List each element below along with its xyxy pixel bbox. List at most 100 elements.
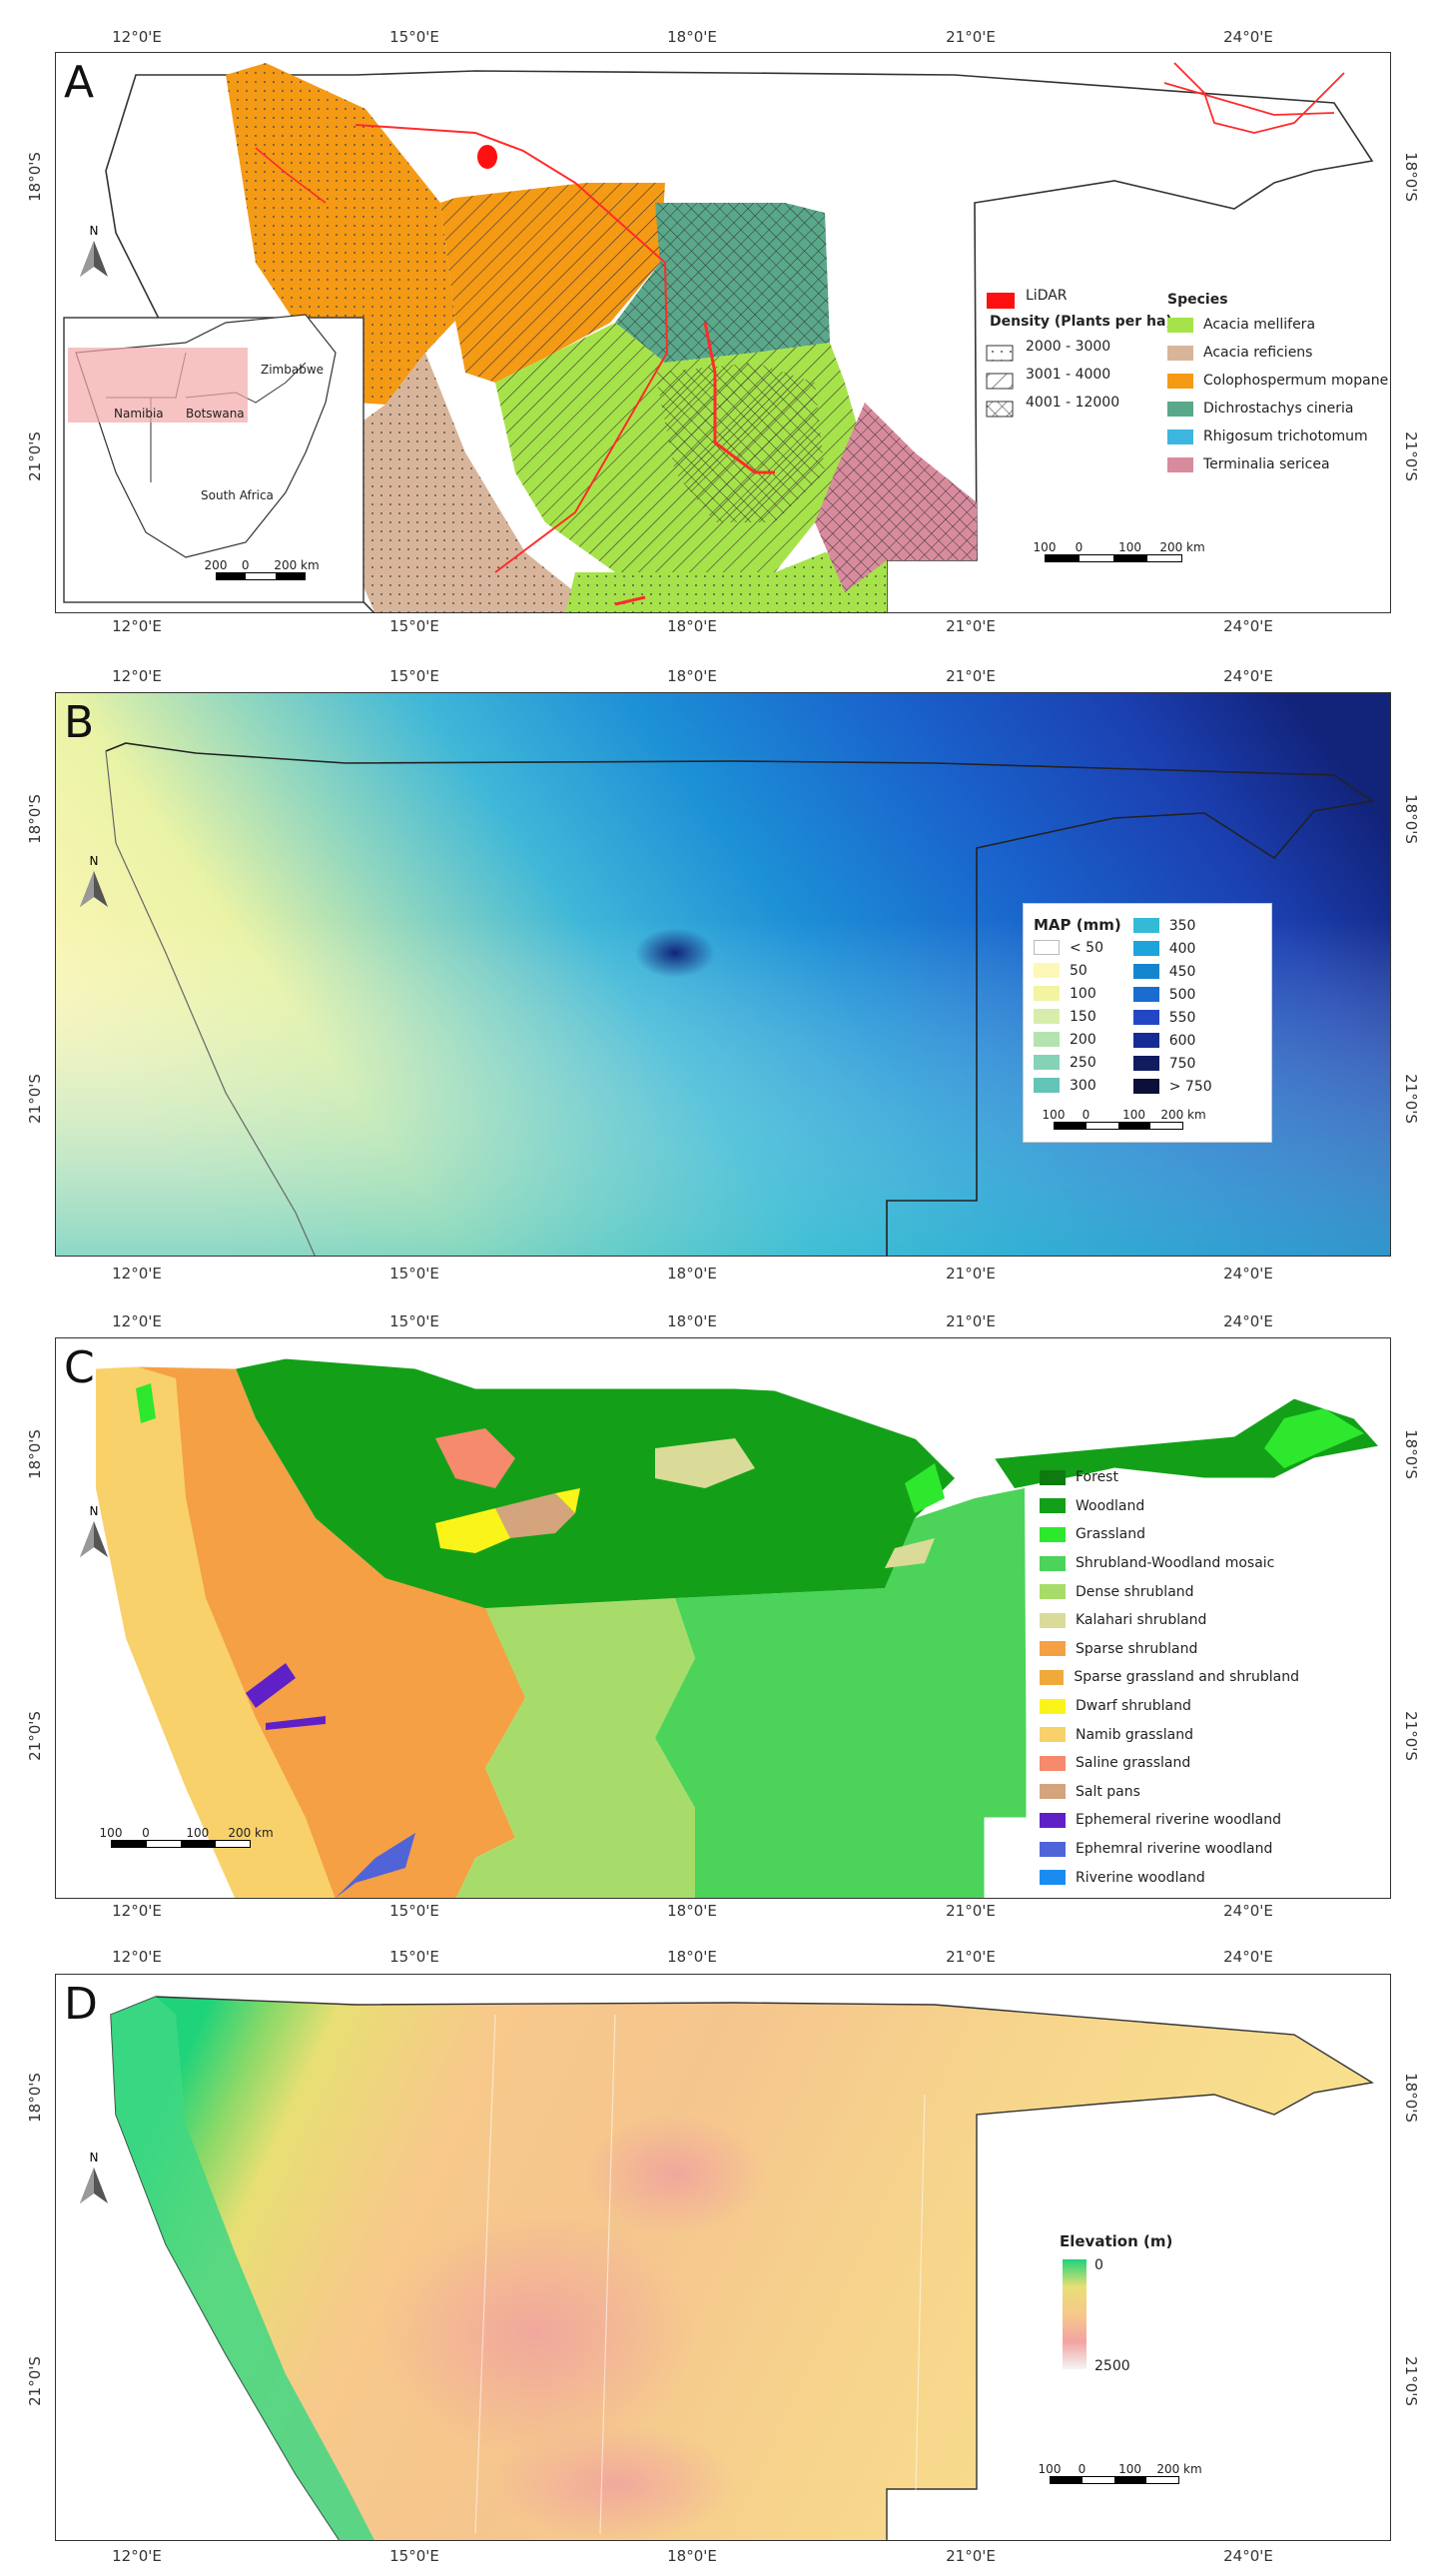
lon-tick: 18°0'E [667, 667, 717, 685]
map-d [110, 1996, 1374, 2540]
lat-tick: 21°0'S [1402, 431, 1420, 481]
legend-label: Ephemral riverine woodland [1076, 1841, 1273, 1858]
zone-reficiens-dots [306, 353, 575, 612]
lon-tick: 21°0'E [946, 1902, 996, 1920]
legend-label: 400 [1168, 940, 1196, 957]
lon-tick: 21°0'E [946, 28, 996, 46]
zone-sparse-shrubland [136, 1366, 575, 1898]
panel-a: 12°0'E 15°0'E 18°0'E 21°0'E 24°0'E 18°0'… [0, 0, 1446, 639]
lon-tick: 18°0'E [667, 28, 717, 46]
zone-mosaic [655, 1488, 1027, 1898]
lon-tick: 24°0'E [1223, 667, 1273, 685]
elevation-legend: Elevation (m) [1060, 2232, 1172, 2250]
lon-tick: 18°0'E [667, 617, 717, 635]
scale-bar-d: 100 0 100 200 km [1039, 2462, 1202, 2484]
legend-label: 150 [1070, 1008, 1096, 1025]
lat-tick: 21°0'S [26, 1711, 44, 1761]
zone-namib-grassland [96, 1366, 336, 1898]
lon-tick: 15°0'E [389, 1312, 439, 1330]
legend-label: < 50 [1070, 939, 1103, 956]
map-c [95, 1357, 1380, 1898]
map-frame-c: C N Forest Woodland Grassland Shrubland-… [55, 1337, 1391, 1899]
lon-tick: 24°0'E [1223, 617, 1273, 635]
legend-label: Namib grassland [1076, 1726, 1193, 1743]
panel-b: 12°0'E 15°0'E 18°0'E 21°0'E 24°0'E 18°0'… [0, 647, 1446, 1287]
lat-tick: 21°0'S [1402, 1711, 1420, 1761]
rainfall-legend: MAP (mm) < 50 50 100 150 200 250 300 350… [1023, 903, 1272, 1143]
legend-label: 100 [1070, 985, 1096, 1002]
legend-label: 450 [1168, 963, 1196, 980]
lidar-track [703, 322, 775, 474]
inset-scale-bar: 200 0 200 km [205, 558, 320, 580]
density-swatch-mid [986, 373, 1014, 390]
legend-label: Shrubland-Woodland mosaic [1076, 1555, 1275, 1572]
legend-label: 600 [1168, 1032, 1196, 1049]
lon-tick: 15°0'E [389, 667, 439, 685]
lon-tick: 18°0'E [667, 1948, 717, 1966]
lon-tick: 24°0'E [1223, 1948, 1273, 1966]
zone-ephemeral-riverine [246, 1663, 326, 1730]
zone-kalahari [655, 1438, 755, 1488]
north-label: N [90, 1504, 99, 1518]
legend-label: 250 [1070, 1054, 1096, 1071]
legend-label: Riverine woodland [1076, 1869, 1205, 1886]
species-swatch [1167, 429, 1193, 444]
zone-mellifera-south-dots [565, 552, 887, 612]
species-label: Terminalia sericea [1203, 456, 1330, 472]
zone-terminalia-cross [815, 403, 977, 592]
legend-label: Dense shrubland [1076, 1583, 1194, 1600]
lat-tick: 18°0'S [1402, 2073, 1420, 2123]
lat-tick: 18°0'S [26, 152, 44, 202]
legend-label: 500 [1168, 986, 1196, 1003]
scale-bar-b: 100 0 100 200 km [1043, 1108, 1206, 1130]
zone-mopane-hatch-fill [440, 183, 665, 383]
legend-label: Ephemeral riverine woodland [1076, 1812, 1281, 1829]
lon-tick: 18°0'E [667, 1902, 717, 1920]
lat-tick: 21°0'S [26, 2356, 44, 2406]
lon-tick: 24°0'E [1223, 1312, 1273, 1330]
lon-tick: 24°0'E [1223, 2547, 1273, 2565]
density-label: 4001 - 12000 [1026, 395, 1120, 411]
north-label: N [90, 224, 99, 238]
lon-tick: 24°0'E [1223, 28, 1273, 46]
lon-tick: 12°0'E [112, 2547, 162, 2565]
lon-tick: 12°0'E [112, 617, 162, 635]
legend-label: 350 [1168, 917, 1196, 934]
legend-a: LiDAR Density (Plants per ha) 2000 - 300… [990, 285, 1172, 417]
zone-mopane-dots [226, 63, 455, 405]
species-label: Acacia reficiens [1203, 345, 1313, 361]
zone-grassland-east [1264, 1408, 1364, 1468]
legend-label: 200 [1070, 1031, 1096, 1048]
lidar-track [255, 147, 327, 204]
elevation-legend-ramp [1063, 2259, 1086, 2369]
north-arrow-icon: N [80, 224, 108, 277]
lon-tick: 12°0'E [112, 667, 162, 685]
lat-tick: 21°0'S [26, 1074, 44, 1124]
north-arrow-icon: N [80, 1504, 108, 1557]
species-swatch [1167, 345, 1193, 361]
zone-grassland [905, 1463, 945, 1513]
inset-label-zimbabwe: Zimbabwe [261, 363, 325, 377]
map-frame-a: A N Zimbabwe Namibia Botswana South Afri… [55, 52, 1391, 613]
zone-mellifera-cross [655, 363, 825, 522]
lon-tick: 12°0'E [112, 1948, 162, 1966]
elevation-legend-title: Elevation (m) [1060, 2232, 1173, 2250]
lon-tick: 21°0'E [946, 617, 996, 635]
lon-tick: 21°0'E [946, 667, 996, 685]
elevation-min-label: 0 [1094, 2257, 1103, 2273]
zone-salt-pans [495, 1493, 575, 1538]
lat-tick: 21°0'S [1402, 1074, 1420, 1124]
zone-woodland [236, 1358, 955, 1608]
zone-saline [435, 1428, 515, 1488]
lidar-track [1163, 62, 1345, 134]
namibia-outline [105, 742, 1375, 1256]
density-swatch-low [986, 345, 1014, 362]
zone-dense-shrubland [455, 1598, 695, 1898]
north-arrow-icon: N [80, 2150, 108, 2203]
lon-tick: 12°0'E [112, 1312, 162, 1330]
lon-tick: 18°0'E [667, 1312, 717, 1330]
lon-tick: 18°0'E [667, 1265, 717, 1283]
density-swatch-high [986, 401, 1014, 418]
lidar-track [614, 595, 646, 606]
lidar-patch [477, 145, 497, 169]
